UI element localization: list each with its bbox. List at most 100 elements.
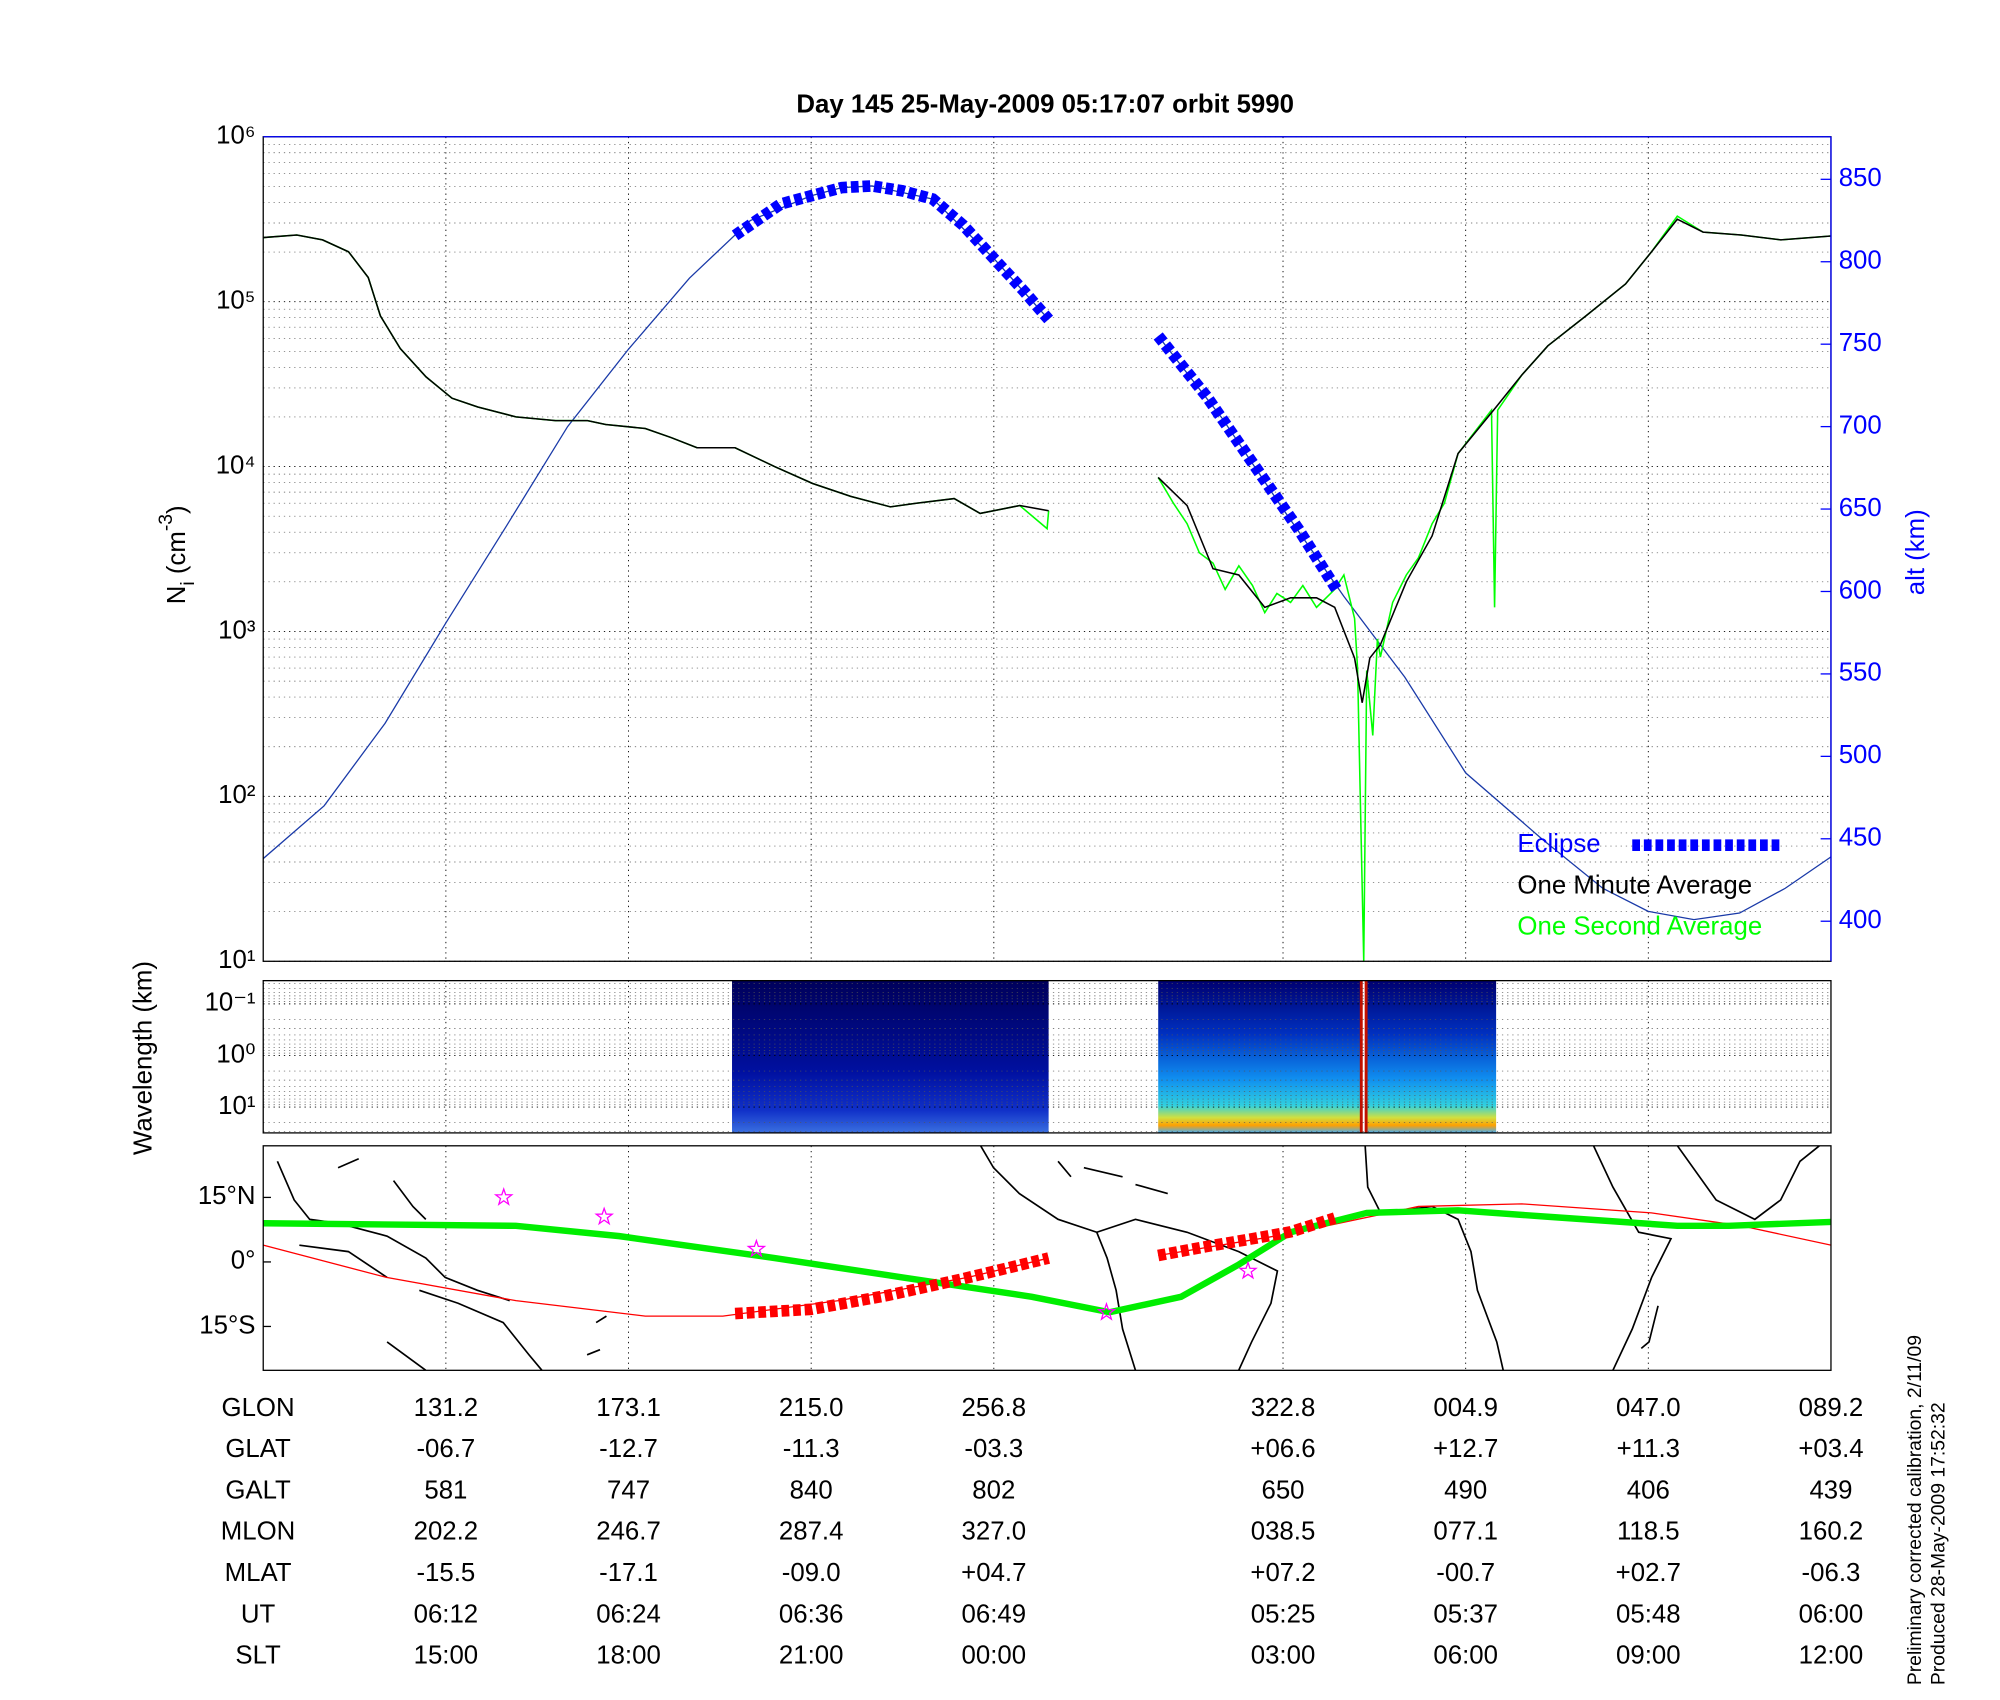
table-cell: 747	[607, 1476, 650, 1504]
plot-area	[263, 180, 1831, 962]
table-cell: 131.2	[414, 1394, 479, 1422]
table-cell: 840	[790, 1476, 833, 1504]
y-tick-label: 15°S	[199, 1311, 255, 1339]
star-marker	[493, 1187, 514, 1206]
table-cell: 202.2	[414, 1518, 479, 1546]
star-marker	[594, 1206, 614, 1226]
map-tracks	[263, 1187, 1831, 1321]
table-cell: 03:00	[1251, 1642, 1316, 1670]
y-tick-label: 0°	[231, 1247, 256, 1275]
table-cell: -03.3	[964, 1435, 1023, 1463]
table-cell: 05:25	[1251, 1600, 1316, 1628]
y2-tick-label: 650	[1839, 494, 1882, 522]
table-cell: +02.7	[1616, 1559, 1681, 1587]
table-cell: 06:36	[779, 1600, 844, 1628]
plot-frame	[262, 1145, 1832, 1371]
table-cell: -12.7	[599, 1435, 658, 1463]
legend-label: One Second Average	[1517, 913, 1762, 941]
data-line	[263, 218, 1831, 703]
footnote: Preliminary corrected calibration, 2/11/…	[1904, 1335, 1926, 1685]
table-row-label: MLON	[221, 1518, 296, 1546]
table-cell: 06:00	[1799, 1600, 1864, 1628]
y2-axis-label: alt (km)	[1902, 509, 1930, 595]
footnote: Produced 28-May-2009 17:52:32	[1927, 1402, 1949, 1685]
table-cell: +12.7	[1433, 1435, 1498, 1463]
star-marker	[1096, 1301, 1117, 1321]
y-tick-label: 10²	[218, 781, 256, 809]
y2-tick-label: 600	[1839, 576, 1882, 604]
table-cell: 047.0	[1616, 1394, 1681, 1422]
coastlines	[276, 1145, 1820, 1371]
star-marker	[1238, 1260, 1258, 1280]
table-row-label: SLT	[235, 1642, 281, 1670]
table-cell: 327.0	[962, 1518, 1027, 1546]
y-tick-label: 10⁵	[216, 286, 255, 314]
y2-tick-label: 850	[1839, 164, 1882, 192]
track-line	[734, 1212, 1337, 1320]
legend-label: One Minute Average	[1517, 871, 1752, 899]
y2-tick-label: 550	[1839, 659, 1882, 687]
table-row-label: GLON	[222, 1394, 295, 1422]
table-cell: 160.2	[1799, 1518, 1864, 1546]
table-cell: 05:48	[1616, 1600, 1681, 1628]
table-cell: -06.3	[1802, 1559, 1861, 1587]
y2-tick-label: 750	[1839, 329, 1882, 357]
data-line	[731, 180, 1343, 595]
table-row-label: UT	[241, 1600, 276, 1628]
table-row-label: GLAT	[225, 1435, 291, 1463]
table-cell: 581	[424, 1476, 467, 1504]
table-cell: 215.0	[779, 1394, 844, 1422]
table-cell: 406	[1627, 1476, 1670, 1504]
y-tick-label: 10³	[218, 616, 256, 644]
plot-frame	[262, 980, 1832, 1134]
y-label-part: (cm	[163, 531, 191, 581]
table-cell: 490	[1444, 1476, 1487, 1504]
y2-tick-label: 500	[1839, 741, 1882, 769]
table-cell: -00.7	[1436, 1559, 1495, 1587]
y-tick-label: 10⁶	[216, 122, 255, 150]
table-cell: 439	[1809, 1476, 1852, 1504]
y-tick-label: 15°N	[198, 1182, 256, 1210]
table-cell: +04.7	[961, 1559, 1026, 1587]
table-cell: 173.1	[596, 1394, 661, 1422]
table-cell: 287.4	[779, 1518, 844, 1546]
table-cell: 15:00	[414, 1642, 479, 1670]
table-cell: 12:00	[1799, 1642, 1864, 1670]
table-cell: -15.5	[416, 1559, 475, 1587]
legend-label: Eclipse	[1517, 830, 1600, 858]
table-cell: 06:12	[414, 1600, 479, 1628]
chart-title: Day 145 25-May-2009 05:17:07 orbit 5990	[796, 91, 1294, 119]
table-cell: +07.2	[1250, 1559, 1315, 1587]
y-label-part: N	[163, 586, 191, 605]
table-cell: 089.2	[1799, 1394, 1864, 1422]
y-label-part: )	[163, 505, 191, 514]
table-cell: 322.8	[1251, 1394, 1316, 1422]
table-cell: 802	[972, 1476, 1015, 1504]
y-label-part: -3	[155, 514, 177, 531]
y-tick-label: 10⁻¹	[205, 989, 256, 1017]
track-line	[263, 1207, 1831, 1316]
table-cell: +06.6	[1250, 1435, 1315, 1463]
table-cell: 09:00	[1616, 1642, 1681, 1670]
table-cell: -06.7	[416, 1435, 475, 1463]
table-cell: 118.5	[1617, 1518, 1680, 1546]
table-cell: 18:00	[596, 1642, 661, 1670]
y-tick-label: 10¹	[218, 946, 256, 974]
table-row-label: GALT	[225, 1476, 291, 1504]
y2-tick-label: 450	[1839, 824, 1882, 852]
y-tick-label: 10⁰	[216, 1040, 255, 1068]
y2-tick-label: 700	[1839, 411, 1882, 439]
table-cell: +11.3	[1617, 1435, 1680, 1463]
table-cell: 038.5	[1251, 1518, 1316, 1546]
table-row-label: MLAT	[225, 1559, 292, 1587]
table-cell: -17.1	[599, 1559, 658, 1587]
y2-tick-label: 800	[1839, 247, 1882, 275]
y2-tick-label: 400	[1839, 906, 1882, 934]
table-cell: 05:37	[1433, 1600, 1498, 1628]
table-cell: 06:00	[1433, 1642, 1498, 1670]
table-cell: -11.3	[783, 1435, 840, 1463]
table-cell: 21:00	[779, 1642, 844, 1670]
table-cell: 00:00	[962, 1642, 1027, 1670]
table-cell: 246.7	[596, 1518, 661, 1546]
